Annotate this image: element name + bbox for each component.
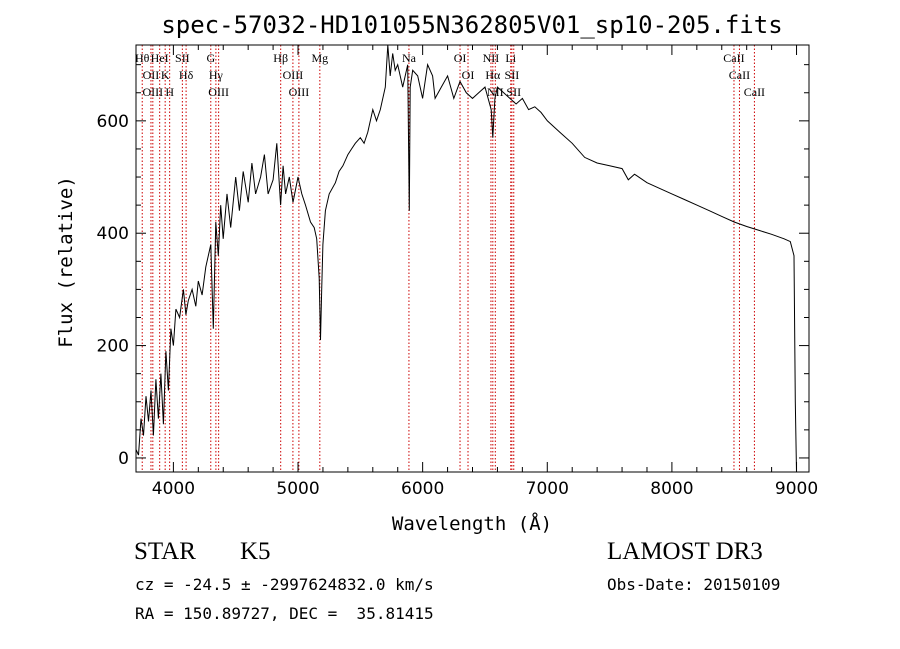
x-tick-label: 4000 [152,479,195,499]
line-label: OIII [289,85,310,99]
line-label: SII [506,85,521,99]
redshift-text: cz = -24.5 ± -2997624832.0 km/s [135,575,434,594]
line-label: CaII [744,85,765,99]
line-label: OIII [208,85,229,99]
line-label: OII [143,68,160,82]
line-label: Hγ [209,68,224,82]
spectral-line-labels: Hθ OII OIII HeI KH SII Hδ G Hγ OIII Hβ OIII OIII Mg Na… [135,51,765,99]
y-axis-ticks: 0 200 400 600 [97,64,809,469]
line-label: K [161,68,170,82]
line-label: HeI [151,51,169,65]
x-tick-label: 8000 [650,479,693,499]
line-label: SII [505,68,520,82]
object-subclass: K5 [240,538,271,565]
x-tick-label: 5000 [276,479,319,499]
line-label: NII [483,51,500,65]
line-label: Li [505,51,516,65]
coordinates-text: RA = 150.89727, DEC = 35.81415 [135,604,434,623]
line-label: Mg [311,51,328,65]
object-class: STAR [134,538,196,565]
x-axis-label: Wavelength (Å) [392,512,552,535]
line-label: G [206,51,215,65]
plot-frame [135,44,810,473]
line-label: Hα [485,68,501,82]
line-label: OI [454,51,467,65]
y-tick-label: 200 [97,337,129,357]
line-label: CaII [723,51,744,65]
survey-name: LAMOST DR3 [607,538,763,565]
line-label: Hδ [179,68,194,82]
y-tick-label: 600 [97,112,129,132]
spectral-line-markers [141,45,755,472]
line-label: Na [402,51,417,65]
line-label: OI [462,68,475,82]
spectrum-line [135,44,797,473]
observation-date: Obs-Date: 20150109 [607,575,781,594]
line-label: CaII [729,68,750,82]
line-label: SII [175,51,190,65]
y-tick-label: 0 [118,449,129,469]
line-label: Hθ [135,51,150,65]
x-tick-label: 9000 [775,479,818,499]
x-axis-ticks: 4000 5000 6000 7000 8000 9000 [152,45,818,499]
line-label: Hβ [273,51,288,65]
y-tick-label: 400 [97,224,129,244]
line-label: OIII [142,85,163,99]
y-axis-label: Flux (relative) [55,176,77,348]
chart-title: spec-57032-HD101055N362805V01_sp10-205.f… [161,11,782,39]
x-tick-label: 7000 [526,479,569,499]
x-tick-label: 6000 [401,479,444,499]
line-label: OIII [283,68,304,82]
line-label: H [165,85,174,99]
